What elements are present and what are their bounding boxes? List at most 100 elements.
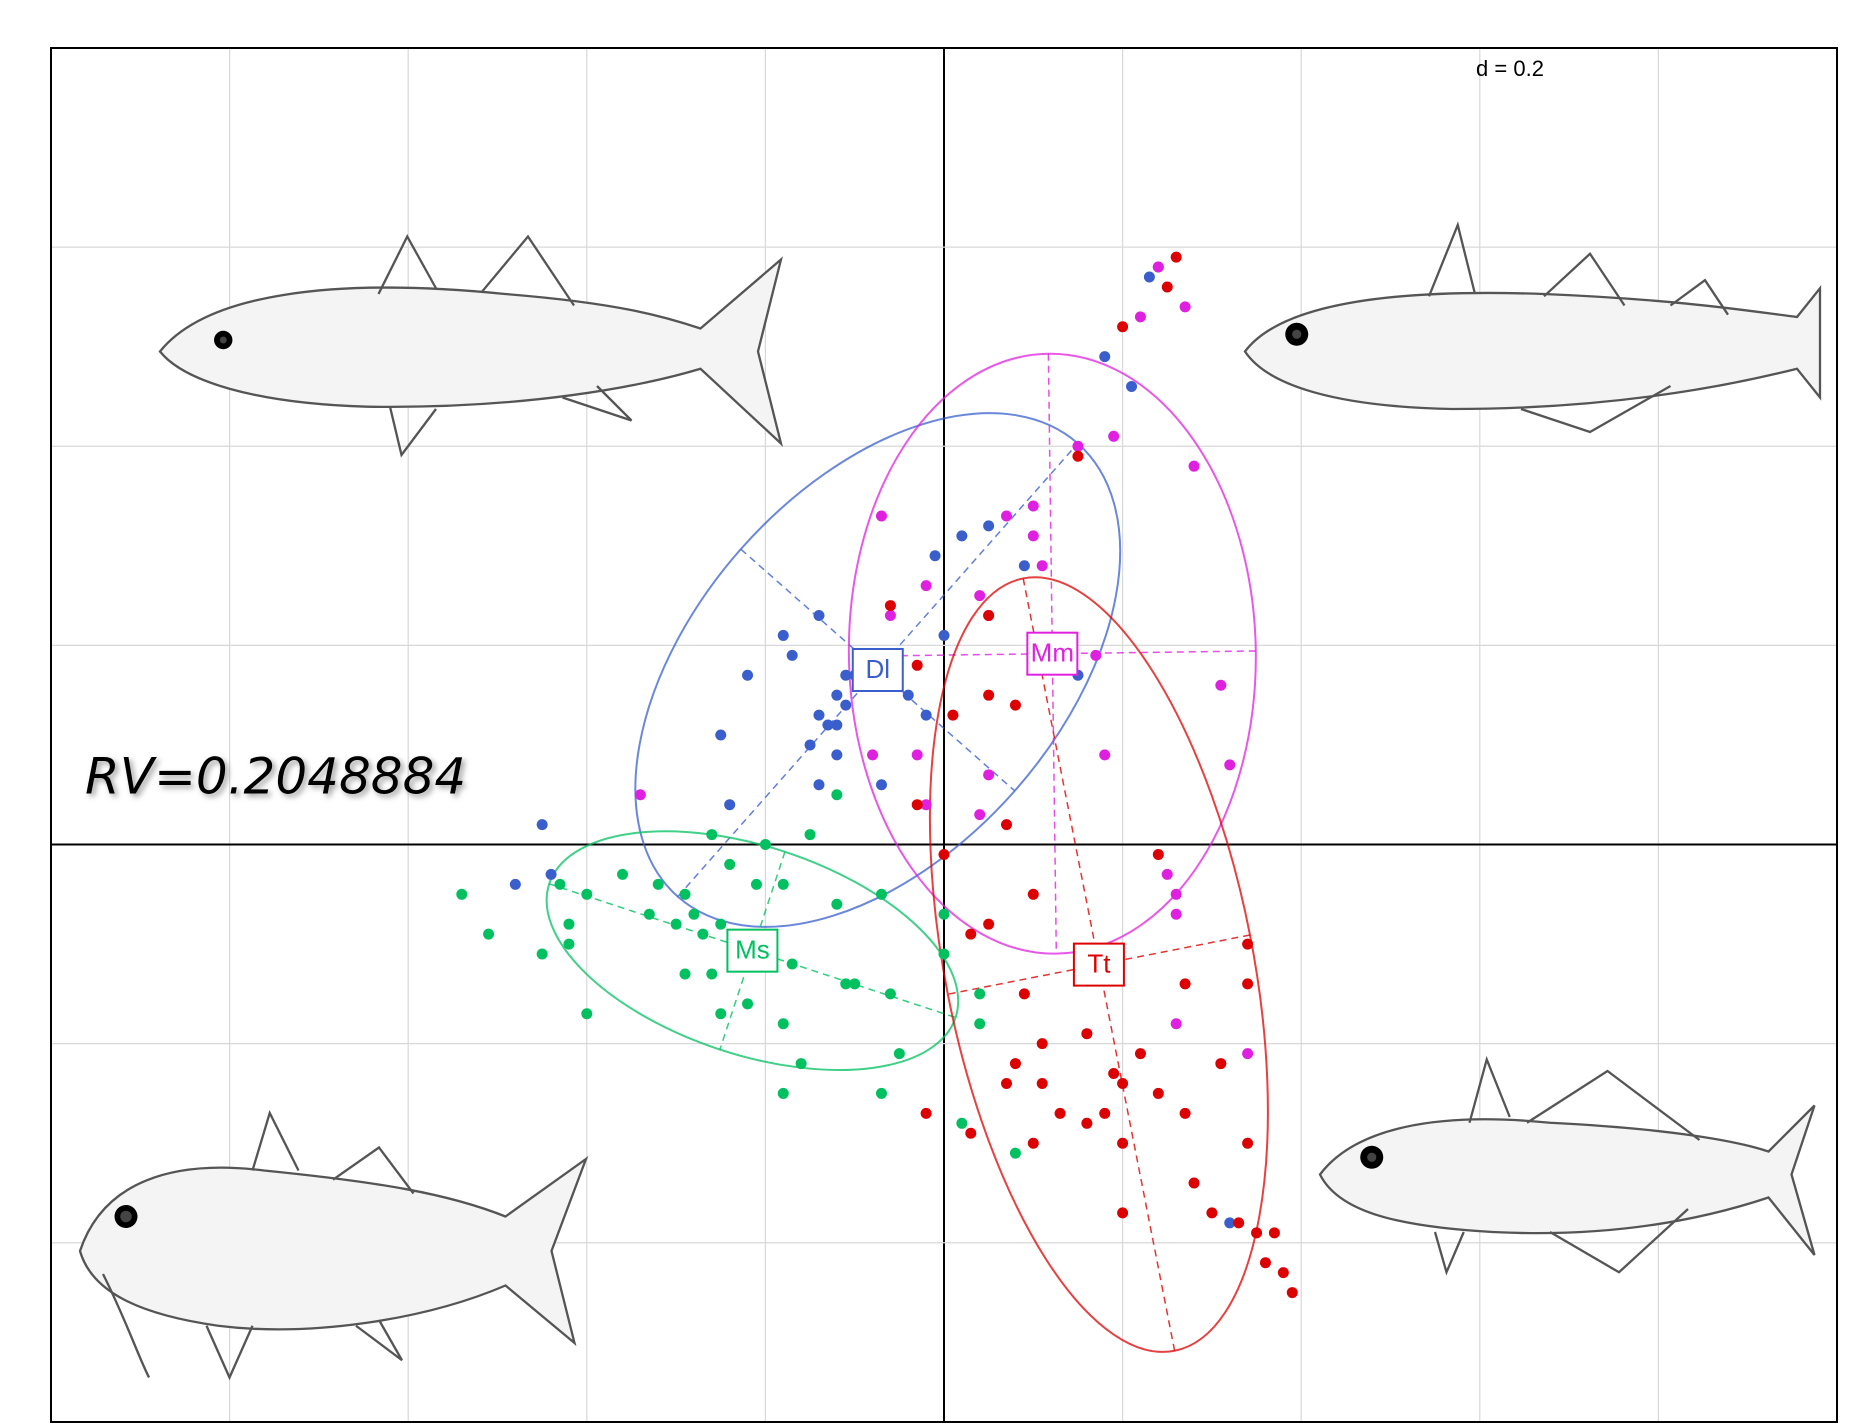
point xyxy=(1180,978,1191,989)
point xyxy=(1287,1287,1298,1298)
point xyxy=(715,730,726,741)
point xyxy=(1117,1138,1128,1149)
point xyxy=(1108,1068,1119,1079)
point xyxy=(1028,501,1039,512)
point xyxy=(1028,1138,1039,1149)
point xyxy=(1242,1048,1253,1059)
point xyxy=(1242,1138,1253,1149)
point xyxy=(724,799,735,810)
point xyxy=(1278,1267,1289,1278)
point xyxy=(876,1088,887,1099)
point xyxy=(885,600,896,611)
class-label: Tt xyxy=(1087,948,1111,978)
point xyxy=(1171,889,1182,900)
point xyxy=(849,978,860,989)
point xyxy=(742,998,753,1009)
point xyxy=(912,799,923,810)
point xyxy=(1171,252,1182,263)
point xyxy=(876,889,887,900)
point xyxy=(813,779,824,790)
point xyxy=(1162,281,1173,292)
point xyxy=(680,889,691,900)
point xyxy=(546,869,557,880)
point xyxy=(885,610,896,621)
point xyxy=(1099,749,1110,760)
point xyxy=(537,819,548,830)
point xyxy=(885,988,896,999)
class-label: Mm xyxy=(1031,638,1074,668)
point xyxy=(671,919,682,930)
point xyxy=(697,929,708,940)
point xyxy=(831,789,842,800)
point xyxy=(965,1128,976,1139)
grid-size-label: d = 0.2 xyxy=(1476,56,1544,81)
point xyxy=(805,829,816,840)
point xyxy=(1224,759,1235,770)
point xyxy=(1135,311,1146,322)
point xyxy=(1189,1178,1200,1189)
fish-illustration xyxy=(160,237,781,456)
point xyxy=(1162,869,1173,880)
point xyxy=(537,949,548,960)
point xyxy=(1153,849,1164,860)
point xyxy=(1171,1018,1182,1029)
point xyxy=(1028,530,1039,541)
point xyxy=(653,879,664,890)
point xyxy=(635,789,646,800)
point xyxy=(751,879,762,890)
point xyxy=(1001,1078,1012,1089)
point xyxy=(921,580,932,591)
point xyxy=(831,749,842,760)
point xyxy=(1215,680,1226,691)
point xyxy=(939,849,950,860)
rv-annotation: RV=0.2048884 xyxy=(85,748,466,806)
point xyxy=(965,929,976,940)
point xyxy=(805,739,816,750)
point xyxy=(813,710,824,721)
point xyxy=(581,1008,592,1019)
point xyxy=(974,988,985,999)
point xyxy=(831,690,842,701)
point xyxy=(796,1058,807,1069)
point xyxy=(983,610,994,621)
point xyxy=(1117,1078,1128,1089)
point xyxy=(1037,1038,1048,1049)
point xyxy=(1081,1028,1092,1039)
point xyxy=(983,520,994,531)
point xyxy=(563,939,574,950)
point xyxy=(787,959,798,970)
point xyxy=(1001,510,1012,521)
points xyxy=(456,252,1297,1298)
point xyxy=(1260,1257,1271,1268)
point xyxy=(1233,1217,1244,1228)
point xyxy=(1135,1048,1146,1059)
point xyxy=(1117,321,1128,332)
point xyxy=(1081,1118,1092,1129)
point xyxy=(1090,650,1101,661)
point xyxy=(1189,461,1200,472)
point xyxy=(1001,819,1012,830)
point xyxy=(813,610,824,621)
class-ellipses xyxy=(517,323,1326,1381)
point xyxy=(778,1088,789,1099)
point xyxy=(840,700,851,711)
point xyxy=(1010,1148,1021,1159)
point xyxy=(1099,351,1110,362)
point xyxy=(983,769,994,780)
point xyxy=(778,1018,789,1029)
point xyxy=(1180,301,1191,312)
point xyxy=(688,909,699,920)
point xyxy=(1019,560,1030,571)
point xyxy=(555,879,566,890)
point xyxy=(778,630,789,641)
point xyxy=(1251,1227,1262,1238)
point xyxy=(1072,441,1083,452)
class-label: Dl xyxy=(865,654,890,684)
point xyxy=(876,779,887,790)
point xyxy=(1010,1058,1021,1069)
point xyxy=(912,749,923,760)
point xyxy=(1037,560,1048,571)
point xyxy=(1153,262,1164,273)
point xyxy=(1126,381,1137,392)
point xyxy=(894,1048,905,1059)
